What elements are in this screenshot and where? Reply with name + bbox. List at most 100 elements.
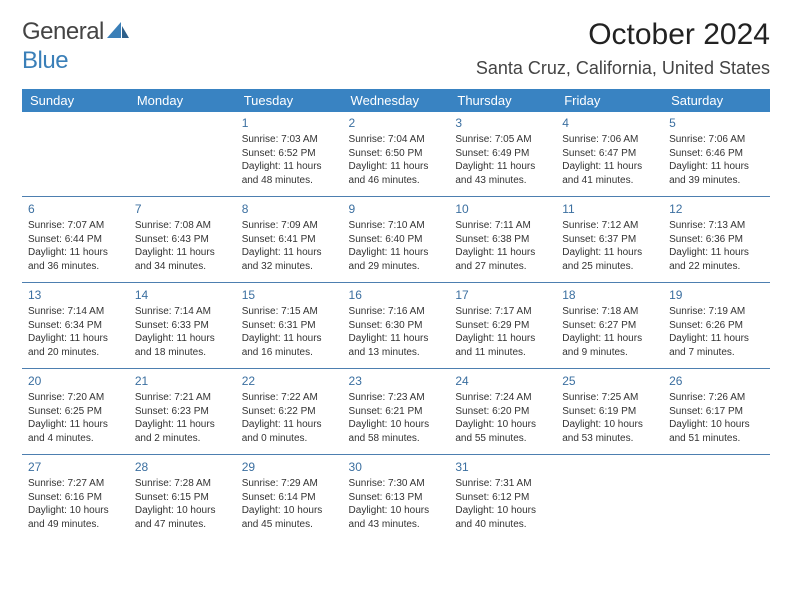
- calendar-cell: 31Sunrise: 7:31 AMSunset: 6:12 PMDayligh…: [449, 456, 556, 540]
- weekday-header: Friday: [556, 89, 663, 112]
- calendar-body: 1Sunrise: 7:03 AMSunset: 6:52 PMDaylight…: [22, 112, 770, 540]
- cell-text: Daylight: 11 hours: [349, 246, 444, 260]
- calendar-cell: 4Sunrise: 7:06 AMSunset: 6:47 PMDaylight…: [556, 112, 663, 196]
- cell-text: Sunrise: 7:14 AM: [135, 305, 230, 319]
- cell-text: Sunset: 6:38 PM: [455, 233, 550, 247]
- cell-text: Sunset: 6:15 PM: [135, 491, 230, 505]
- cell-text: and 43 minutes.: [455, 174, 550, 188]
- cell-text: Sunrise: 7:06 AM: [669, 133, 764, 147]
- cell-text: Sunset: 6:13 PM: [349, 491, 444, 505]
- cell-text: Sunset: 6:49 PM: [455, 147, 550, 161]
- cell-text: Sunset: 6:22 PM: [242, 405, 337, 419]
- day-number: 19: [669, 287, 764, 303]
- cell-text: Sunset: 6:21 PM: [349, 405, 444, 419]
- day-number: 29: [242, 459, 337, 475]
- cell-text: and 22 minutes.: [669, 260, 764, 274]
- cell-text: Sunrise: 7:18 AM: [562, 305, 657, 319]
- cell-text: Daylight: 10 hours: [669, 418, 764, 432]
- calendar-cell: 16Sunrise: 7:16 AMSunset: 6:30 PMDayligh…: [343, 284, 450, 368]
- cell-text: Sunrise: 7:05 AM: [455, 133, 550, 147]
- cell-text: Sunrise: 7:03 AM: [242, 133, 337, 147]
- calendar-cell: 21Sunrise: 7:21 AMSunset: 6:23 PMDayligh…: [129, 370, 236, 454]
- cell-text: Sunset: 6:41 PM: [242, 233, 337, 247]
- cell-text: Daylight: 10 hours: [455, 504, 550, 518]
- cell-text: Sunrise: 7:25 AM: [562, 391, 657, 405]
- cell-text: and 34 minutes.: [135, 260, 230, 274]
- cell-text: Sunrise: 7:27 AM: [28, 477, 123, 491]
- cell-text: Daylight: 11 hours: [455, 332, 550, 346]
- day-number: 17: [455, 287, 550, 303]
- calendar-cell: 18Sunrise: 7:18 AMSunset: 6:27 PMDayligh…: [556, 284, 663, 368]
- calendar-cell: 12Sunrise: 7:13 AMSunset: 6:36 PMDayligh…: [663, 198, 770, 282]
- day-number: 8: [242, 201, 337, 217]
- day-number: 6: [28, 201, 123, 217]
- cell-text: Sunrise: 7:12 AM: [562, 219, 657, 233]
- cell-text: and 32 minutes.: [242, 260, 337, 274]
- cell-text: Daylight: 11 hours: [242, 418, 337, 432]
- sail-icon: [107, 19, 129, 47]
- cell-text: Sunrise: 7:23 AM: [349, 391, 444, 405]
- cell-text: and 40 minutes.: [455, 518, 550, 532]
- calendar-head: SundayMondayTuesdayWednesdayThursdayFrid…: [22, 89, 770, 112]
- day-number: 25: [562, 373, 657, 389]
- cell-text: Daylight: 11 hours: [242, 246, 337, 260]
- cell-text: and 13 minutes.: [349, 346, 444, 360]
- calendar-cell: 11Sunrise: 7:12 AMSunset: 6:37 PMDayligh…: [556, 198, 663, 282]
- calendar-row: 1Sunrise: 7:03 AMSunset: 6:52 PMDaylight…: [22, 112, 770, 196]
- cell-text: Daylight: 10 hours: [455, 418, 550, 432]
- cell-text: and 43 minutes.: [349, 518, 444, 532]
- weekday-header: Wednesday: [343, 89, 450, 112]
- logo-text-blue: Blue: [22, 47, 68, 74]
- cell-text: Sunset: 6:37 PM: [562, 233, 657, 247]
- cell-text: and 39 minutes.: [669, 174, 764, 188]
- cell-text: Daylight: 11 hours: [455, 160, 550, 174]
- calendar-cell: 17Sunrise: 7:17 AMSunset: 6:29 PMDayligh…: [449, 284, 556, 368]
- cell-text: Daylight: 11 hours: [669, 332, 764, 346]
- cell-text: Sunrise: 7:21 AM: [135, 391, 230, 405]
- cell-text: Sunset: 6:23 PM: [135, 405, 230, 419]
- day-number: 7: [135, 201, 230, 217]
- cell-text: and 27 minutes.: [455, 260, 550, 274]
- cell-text: Sunrise: 7:24 AM: [455, 391, 550, 405]
- day-number: 27: [28, 459, 123, 475]
- day-number: 21: [135, 373, 230, 389]
- cell-text: Daylight: 11 hours: [28, 332, 123, 346]
- cell-text: Sunrise: 7:14 AM: [28, 305, 123, 319]
- calendar-row: 20Sunrise: 7:20 AMSunset: 6:25 PMDayligh…: [22, 370, 770, 454]
- day-number: 30: [349, 459, 444, 475]
- cell-text: Sunset: 6:27 PM: [562, 319, 657, 333]
- day-number: 16: [349, 287, 444, 303]
- day-number: 14: [135, 287, 230, 303]
- cell-text: Sunset: 6:33 PM: [135, 319, 230, 333]
- cell-text: Sunset: 6:50 PM: [349, 147, 444, 161]
- calendar-cell: 14Sunrise: 7:14 AMSunset: 6:33 PMDayligh…: [129, 284, 236, 368]
- cell-text: Sunrise: 7:30 AM: [349, 477, 444, 491]
- day-number: 13: [28, 287, 123, 303]
- weekday-header: Monday: [129, 89, 236, 112]
- cell-text: and 36 minutes.: [28, 260, 123, 274]
- cell-text: Sunset: 6:40 PM: [349, 233, 444, 247]
- day-number: 24: [455, 373, 550, 389]
- calendar-cell: 19Sunrise: 7:19 AMSunset: 6:26 PMDayligh…: [663, 284, 770, 368]
- cell-text: Sunset: 6:30 PM: [349, 319, 444, 333]
- logo: General Blue: [22, 18, 129, 75]
- cell-text: Sunrise: 7:09 AM: [242, 219, 337, 233]
- calendar-cell: [129, 112, 236, 196]
- calendar-cell: 24Sunrise: 7:24 AMSunset: 6:20 PMDayligh…: [449, 370, 556, 454]
- cell-text: Sunrise: 7:07 AM: [28, 219, 123, 233]
- day-number: 1: [242, 115, 337, 131]
- cell-text: Daylight: 10 hours: [349, 418, 444, 432]
- calendar-cell: 15Sunrise: 7:15 AMSunset: 6:31 PMDayligh…: [236, 284, 343, 368]
- cell-text: Daylight: 11 hours: [349, 332, 444, 346]
- logo-text-general: General: [22, 18, 104, 45]
- cell-text: Daylight: 10 hours: [562, 418, 657, 432]
- calendar-cell: 13Sunrise: 7:14 AMSunset: 6:34 PMDayligh…: [22, 284, 129, 368]
- month-title: October 2024: [476, 18, 770, 52]
- calendar-row: 13Sunrise: 7:14 AMSunset: 6:34 PMDayligh…: [22, 284, 770, 368]
- cell-text: and 7 minutes.: [669, 346, 764, 360]
- cell-text: Sunrise: 7:28 AM: [135, 477, 230, 491]
- day-number: 23: [349, 373, 444, 389]
- title-block: October 2024 Santa Cruz, California, Uni…: [476, 18, 770, 79]
- cell-text: and 29 minutes.: [349, 260, 444, 274]
- calendar-cell: 20Sunrise: 7:20 AMSunset: 6:25 PMDayligh…: [22, 370, 129, 454]
